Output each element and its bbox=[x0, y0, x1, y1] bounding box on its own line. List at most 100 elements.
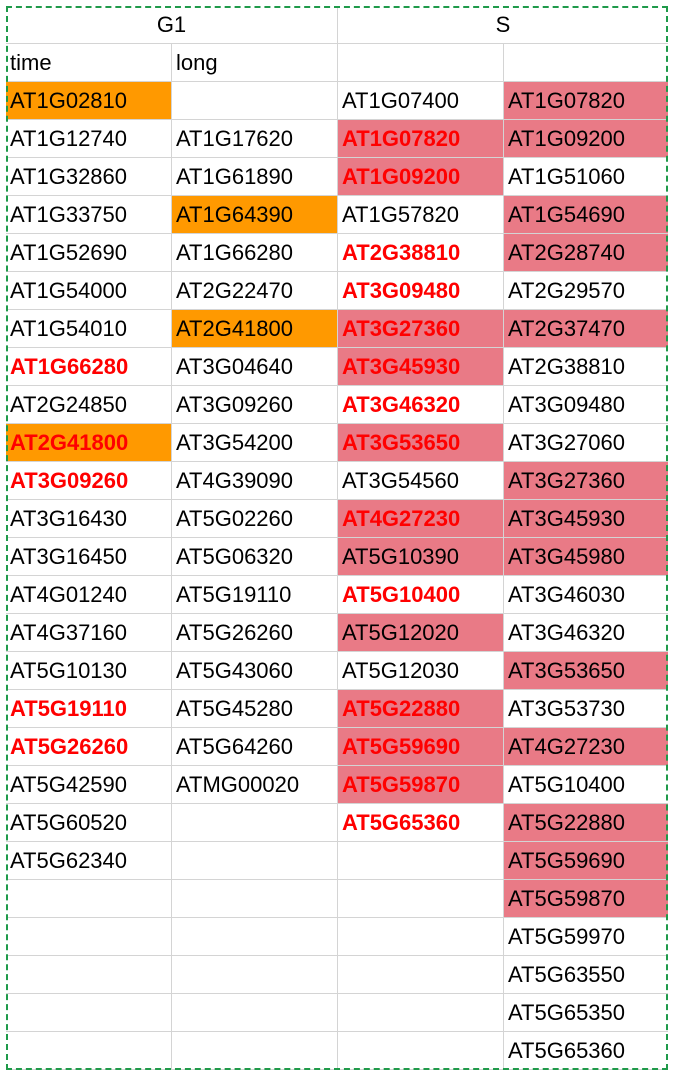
table-cell[interactable]: AT3G27360 bbox=[504, 462, 668, 500]
table-cell[interactable] bbox=[338, 994, 504, 1032]
table-cell[interactable] bbox=[338, 956, 504, 994]
table-cell[interactable]: AT5G22880 bbox=[504, 804, 668, 842]
table-cell[interactable]: AT3G45930 bbox=[504, 500, 668, 538]
table-cell[interactable]: AT1G12740 bbox=[6, 120, 172, 158]
table-cell[interactable] bbox=[6, 918, 172, 956]
table-cell[interactable]: AT3G46320 bbox=[338, 386, 504, 424]
table-cell[interactable] bbox=[172, 918, 338, 956]
table-cell[interactable]: AT5G10390 bbox=[338, 538, 504, 576]
table-cell[interactable]: AT5G65360 bbox=[338, 804, 504, 842]
subheader-cell[interactable] bbox=[504, 44, 668, 82]
table-cell[interactable]: AT5G65360 bbox=[504, 1032, 668, 1070]
table-cell[interactable]: AT2G37470 bbox=[504, 310, 668, 348]
table-cell[interactable]: AT2G41800 bbox=[172, 310, 338, 348]
table-cell[interactable]: AT3G45980 bbox=[504, 538, 668, 576]
table-cell[interactable]: ATMG00020 bbox=[172, 766, 338, 804]
table-cell[interactable]: AT1G17620 bbox=[172, 120, 338, 158]
table-cell[interactable]: AT2G38810 bbox=[338, 234, 504, 272]
table-cell[interactable]: AT3G54560 bbox=[338, 462, 504, 500]
table-cell[interactable] bbox=[6, 956, 172, 994]
table-cell[interactable]: AT3G46320 bbox=[504, 614, 668, 652]
table-cell[interactable]: AT1G54010 bbox=[6, 310, 172, 348]
table-cell[interactable]: AT1G07820 bbox=[504, 82, 668, 120]
table-cell[interactable] bbox=[172, 1032, 338, 1070]
table-cell[interactable]: AT5G42590 bbox=[6, 766, 172, 804]
table-cell[interactable]: AT2G29570 bbox=[504, 272, 668, 310]
table-cell[interactable]: AT3G27360 bbox=[338, 310, 504, 348]
subheader-cell[interactable] bbox=[338, 44, 504, 82]
table-cell[interactable]: AT2G41800 bbox=[6, 424, 172, 462]
table-cell[interactable]: AT1G07820 bbox=[338, 120, 504, 158]
table-cell[interactable]: AT5G59870 bbox=[504, 880, 668, 918]
table-cell[interactable]: AT3G09260 bbox=[172, 386, 338, 424]
table-cell[interactable]: AT1G33750 bbox=[6, 196, 172, 234]
table-cell[interactable]: AT5G63550 bbox=[504, 956, 668, 994]
table-cell[interactable]: AT1G02810 bbox=[6, 82, 172, 120]
table-cell[interactable] bbox=[6, 1032, 172, 1070]
table-cell[interactable] bbox=[172, 804, 338, 842]
table-cell[interactable]: AT3G16430 bbox=[6, 500, 172, 538]
table-cell[interactable]: AT5G19110 bbox=[6, 690, 172, 728]
table-cell[interactable]: AT5G10130 bbox=[6, 652, 172, 690]
table-cell[interactable]: AT2G24850 bbox=[6, 386, 172, 424]
table-cell[interactable]: AT3G09260 bbox=[6, 462, 172, 500]
table-cell[interactable]: AT1G57820 bbox=[338, 196, 504, 234]
table-cell[interactable]: AT4G27230 bbox=[504, 728, 668, 766]
table-cell[interactable] bbox=[172, 82, 338, 120]
table-cell[interactable] bbox=[338, 880, 504, 918]
table-cell[interactable]: AT2G38810 bbox=[504, 348, 668, 386]
table-cell[interactable] bbox=[172, 842, 338, 880]
table-cell[interactable] bbox=[338, 918, 504, 956]
table-cell[interactable] bbox=[338, 842, 504, 880]
table-cell[interactable]: AT1G09200 bbox=[338, 158, 504, 196]
table-cell[interactable] bbox=[6, 880, 172, 918]
subheader-long[interactable]: long bbox=[172, 44, 338, 82]
table-cell[interactable]: AT1G54690 bbox=[504, 196, 668, 234]
table-cell[interactable]: AT3G09480 bbox=[504, 386, 668, 424]
table-cell[interactable]: AT3G09480 bbox=[338, 272, 504, 310]
table-cell[interactable] bbox=[172, 956, 338, 994]
header-g1[interactable]: G1 bbox=[6, 6, 338, 44]
table-cell[interactable]: AT3G46030 bbox=[504, 576, 668, 614]
table-cell[interactable]: AT5G12030 bbox=[338, 652, 504, 690]
table-cell[interactable]: AT1G54000 bbox=[6, 272, 172, 310]
table-cell[interactable]: AT3G45930 bbox=[338, 348, 504, 386]
table-cell[interactable]: AT3G53650 bbox=[338, 424, 504, 462]
table-cell[interactable]: AT5G43060 bbox=[172, 652, 338, 690]
table-cell[interactable]: AT4G01240 bbox=[6, 576, 172, 614]
table-cell[interactable]: AT5G59690 bbox=[338, 728, 504, 766]
table-cell[interactable]: AT3G27060 bbox=[504, 424, 668, 462]
table-cell[interactable]: AT5G26260 bbox=[6, 728, 172, 766]
table-cell[interactable]: AT1G66280 bbox=[172, 234, 338, 272]
table-cell[interactable]: AT5G65350 bbox=[504, 994, 668, 1032]
table-cell[interactable]: AT1G32860 bbox=[6, 158, 172, 196]
table-cell[interactable]: AT3G16450 bbox=[6, 538, 172, 576]
table-cell[interactable]: AT5G59870 bbox=[338, 766, 504, 804]
table-cell[interactable]: AT2G28740 bbox=[504, 234, 668, 272]
table-cell[interactable]: AT5G06320 bbox=[172, 538, 338, 576]
table-cell[interactable]: AT3G54200 bbox=[172, 424, 338, 462]
table-cell[interactable]: AT1G61890 bbox=[172, 158, 338, 196]
table-cell[interactable]: AT5G59690 bbox=[504, 842, 668, 880]
table-cell[interactable]: AT5G10400 bbox=[504, 766, 668, 804]
table-cell[interactable]: AT5G62340 bbox=[6, 842, 172, 880]
table-cell[interactable]: AT4G39090 bbox=[172, 462, 338, 500]
table-cell[interactable]: AT5G59970 bbox=[504, 918, 668, 956]
table-cell[interactable]: AT5G19110 bbox=[172, 576, 338, 614]
table-cell[interactable]: AT1G64390 bbox=[172, 196, 338, 234]
table-cell[interactable]: AT5G12020 bbox=[338, 614, 504, 652]
table-cell[interactable]: AT3G04640 bbox=[172, 348, 338, 386]
table-cell[interactable]: AT5G45280 bbox=[172, 690, 338, 728]
header-s[interactable]: S bbox=[338, 6, 668, 44]
table-cell[interactable]: AT5G02260 bbox=[172, 500, 338, 538]
table-cell[interactable]: AT2G22470 bbox=[172, 272, 338, 310]
subheader-time[interactable]: time bbox=[6, 44, 172, 82]
table-cell[interactable]: AT1G52690 bbox=[6, 234, 172, 272]
table-cell[interactable] bbox=[172, 994, 338, 1032]
table-cell[interactable]: AT5G26260 bbox=[172, 614, 338, 652]
table-cell[interactable] bbox=[172, 880, 338, 918]
table-cell[interactable]: AT4G27230 bbox=[338, 500, 504, 538]
table-cell[interactable]: AT1G09200 bbox=[504, 120, 668, 158]
table-cell[interactable]: AT1G07400 bbox=[338, 82, 504, 120]
table-cell[interactable]: AT5G64260 bbox=[172, 728, 338, 766]
